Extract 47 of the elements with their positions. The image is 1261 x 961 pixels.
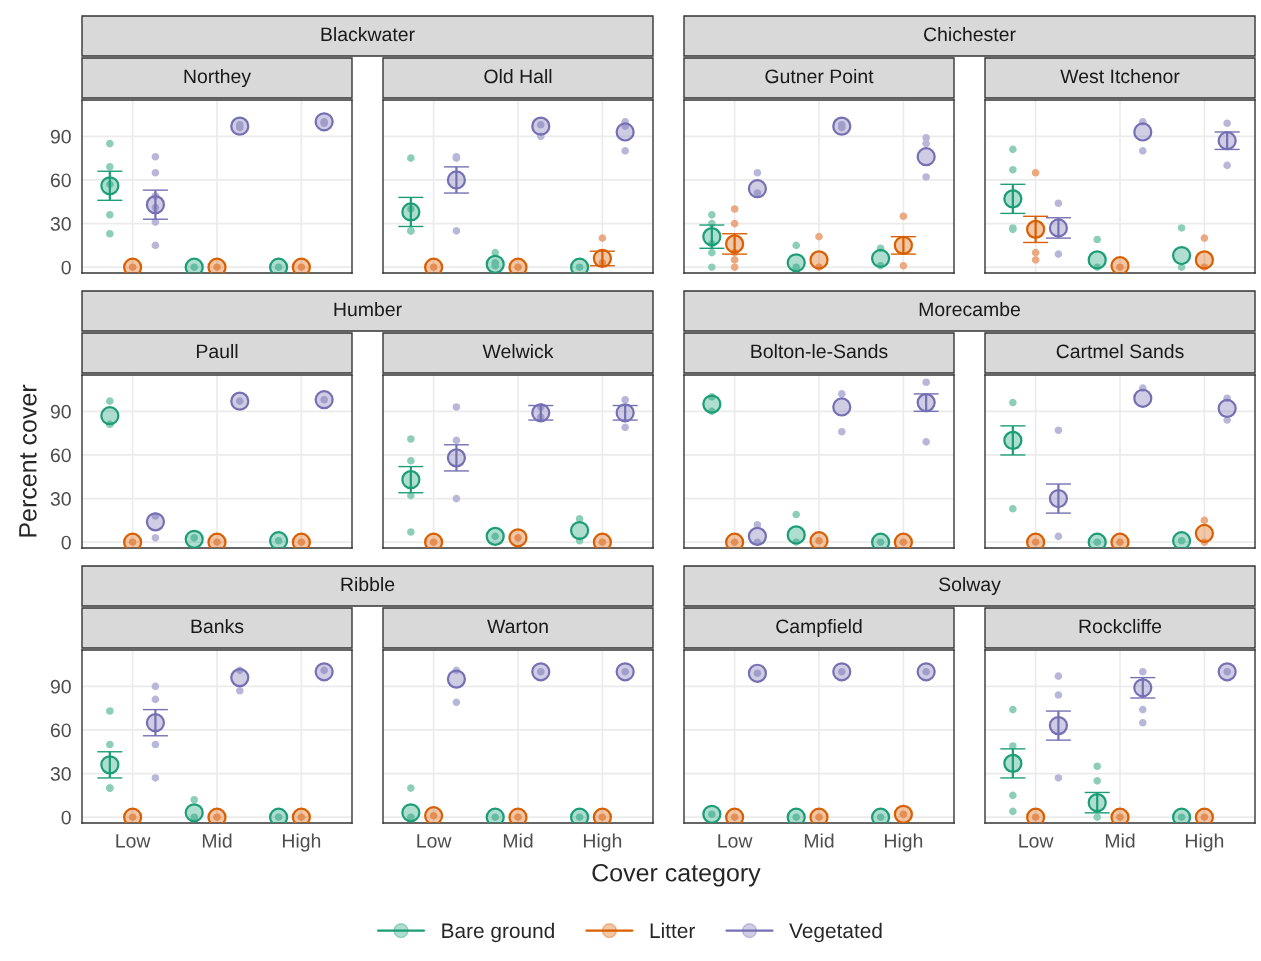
chart-title: Cartmel Sands xyxy=(1056,343,1184,359)
y-tick-label: 0 xyxy=(61,810,71,825)
x-tick-label: Mid xyxy=(804,833,834,848)
chart-subtitle: Blackwater xyxy=(321,26,415,42)
y-tick-label: 30 xyxy=(50,217,71,231)
y-tick-label: 0 xyxy=(61,260,71,275)
x-tick-label: High xyxy=(282,833,321,852)
legend-label: Vegetated xyxy=(789,922,882,943)
x-tick-label: Low xyxy=(417,834,452,848)
chart-title: Gutner Point xyxy=(765,68,874,84)
x-axis-title: Cover category xyxy=(592,863,761,887)
chart-title: Paull xyxy=(196,343,238,359)
x-tick-label: High xyxy=(1185,833,1224,852)
chart-subtitle: Ribble xyxy=(341,576,395,592)
y-axis-title: Percent cover xyxy=(19,384,37,537)
chart-title: Welwick xyxy=(482,343,554,359)
chart-title: Northey xyxy=(184,68,252,88)
y-tick-label: 90 xyxy=(50,129,71,144)
x-tick-label: Mid xyxy=(503,833,533,848)
y-tick-label: 90 xyxy=(50,679,71,694)
legend-label: Bare ground xyxy=(442,922,554,943)
y-tick-label: 60 xyxy=(50,723,71,738)
chart-title: West Itchenor xyxy=(1060,68,1180,84)
chart-title: Campfield xyxy=(776,618,862,638)
chart-title: Old Hall xyxy=(484,68,552,84)
chart-subtitle: Humber xyxy=(334,301,402,317)
chart-subtitle: Chichester xyxy=(924,26,1016,42)
chart-subtitle: Morecambe xyxy=(919,301,1020,317)
x-tick-label: Low xyxy=(718,834,753,848)
y-tick-label: 60 xyxy=(50,173,71,188)
y-tick-label: 30 xyxy=(50,767,71,781)
y-tick-label: 90 xyxy=(50,404,71,419)
x-tick-label: Mid xyxy=(202,833,232,848)
x-tick-label: High xyxy=(884,833,923,852)
x-tick-label: High xyxy=(583,833,622,852)
chart-title: Rockcliffe xyxy=(1079,618,1162,634)
x-tick-label: Low xyxy=(1019,834,1054,848)
y-tick-label: 60 xyxy=(50,448,71,463)
chart-title: Warton xyxy=(487,619,548,634)
x-tick-label: Mid xyxy=(1105,833,1135,848)
y-tick-label: 0 xyxy=(61,535,71,550)
chart-title: Bolton-le-Sands xyxy=(751,343,888,359)
chart-subtitle: Solway xyxy=(939,576,1001,596)
y-tick-label: 30 xyxy=(50,492,71,506)
chart-title: Banks xyxy=(191,618,244,634)
legend-label: Litter xyxy=(650,922,695,939)
x-tick-label: Low xyxy=(116,834,151,848)
